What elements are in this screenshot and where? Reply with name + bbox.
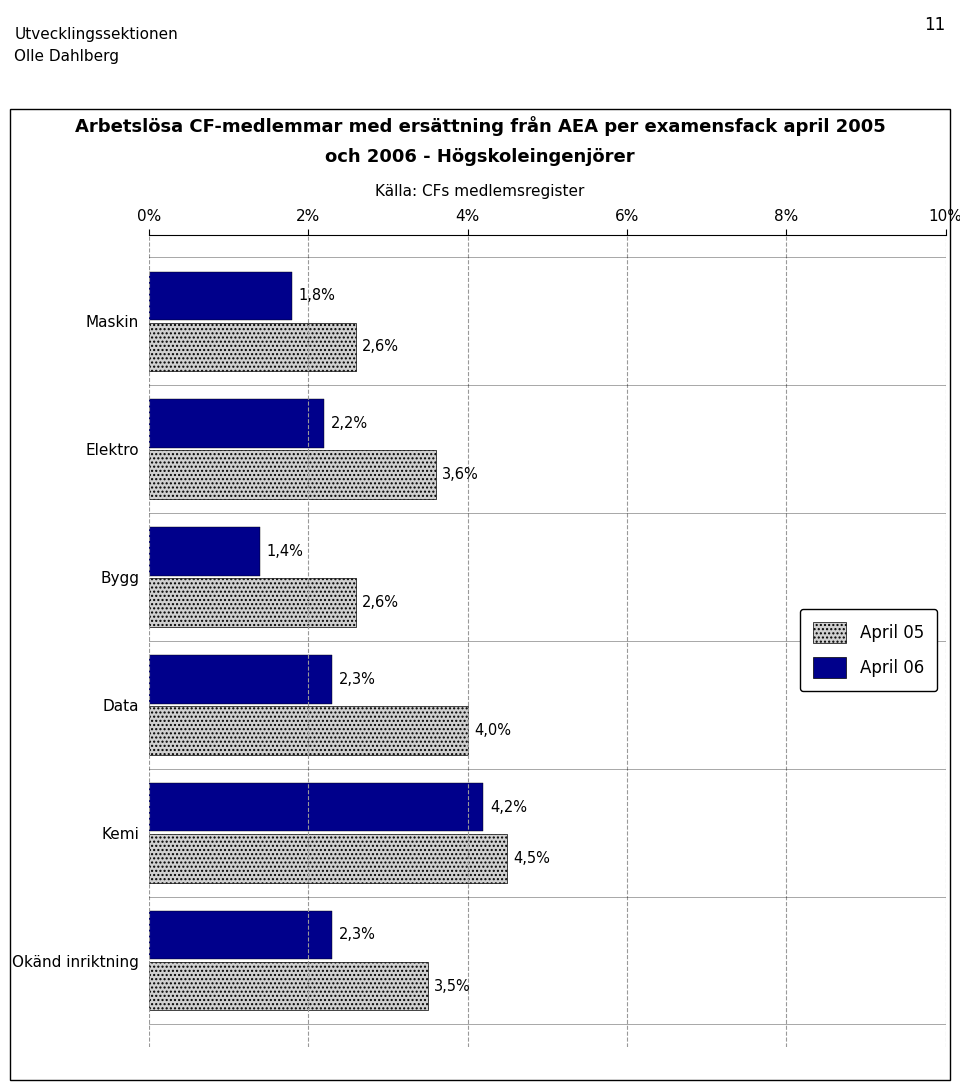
Bar xyxy=(149,399,324,448)
Bar xyxy=(149,655,332,704)
Bar xyxy=(149,323,356,371)
Bar xyxy=(149,706,468,755)
Text: 2,2%: 2,2% xyxy=(330,416,368,431)
Text: 2,3%: 2,3% xyxy=(339,927,375,943)
Text: 2,6%: 2,6% xyxy=(362,595,399,610)
Text: Olle Dahlberg: Olle Dahlberg xyxy=(14,49,119,64)
Text: Utvecklingssektionen: Utvecklingssektionen xyxy=(14,27,179,43)
Text: 11: 11 xyxy=(924,16,946,34)
Text: 4,5%: 4,5% xyxy=(514,851,551,866)
Text: 1,4%: 1,4% xyxy=(267,544,303,559)
Text: Arbetslösa CF-medlemmar med ersättning från AEA per examensfack april 2005: Arbetslösa CF-medlemmar med ersättning f… xyxy=(75,117,885,136)
Text: 2,3%: 2,3% xyxy=(339,672,375,687)
Legend: April 05, April 06: April 05, April 06 xyxy=(800,609,937,692)
Text: 3,5%: 3,5% xyxy=(434,979,470,994)
Text: 2,6%: 2,6% xyxy=(362,339,399,355)
Text: 4,0%: 4,0% xyxy=(474,723,511,738)
Text: 3,6%: 3,6% xyxy=(442,467,479,482)
Text: Källa: CFs medlemsregister: Källa: CFs medlemsregister xyxy=(375,183,585,199)
Text: 1,8%: 1,8% xyxy=(299,288,335,303)
Bar xyxy=(149,962,428,1010)
Bar xyxy=(149,272,292,320)
Bar xyxy=(149,783,484,831)
Bar xyxy=(149,451,436,499)
Bar xyxy=(149,911,332,959)
Bar xyxy=(149,834,508,883)
Text: och 2006 - Högskoleingenjörer: och 2006 - Högskoleingenjörer xyxy=(325,148,635,166)
Text: 4,2%: 4,2% xyxy=(490,800,527,815)
Bar xyxy=(149,527,260,576)
Bar xyxy=(149,578,356,627)
